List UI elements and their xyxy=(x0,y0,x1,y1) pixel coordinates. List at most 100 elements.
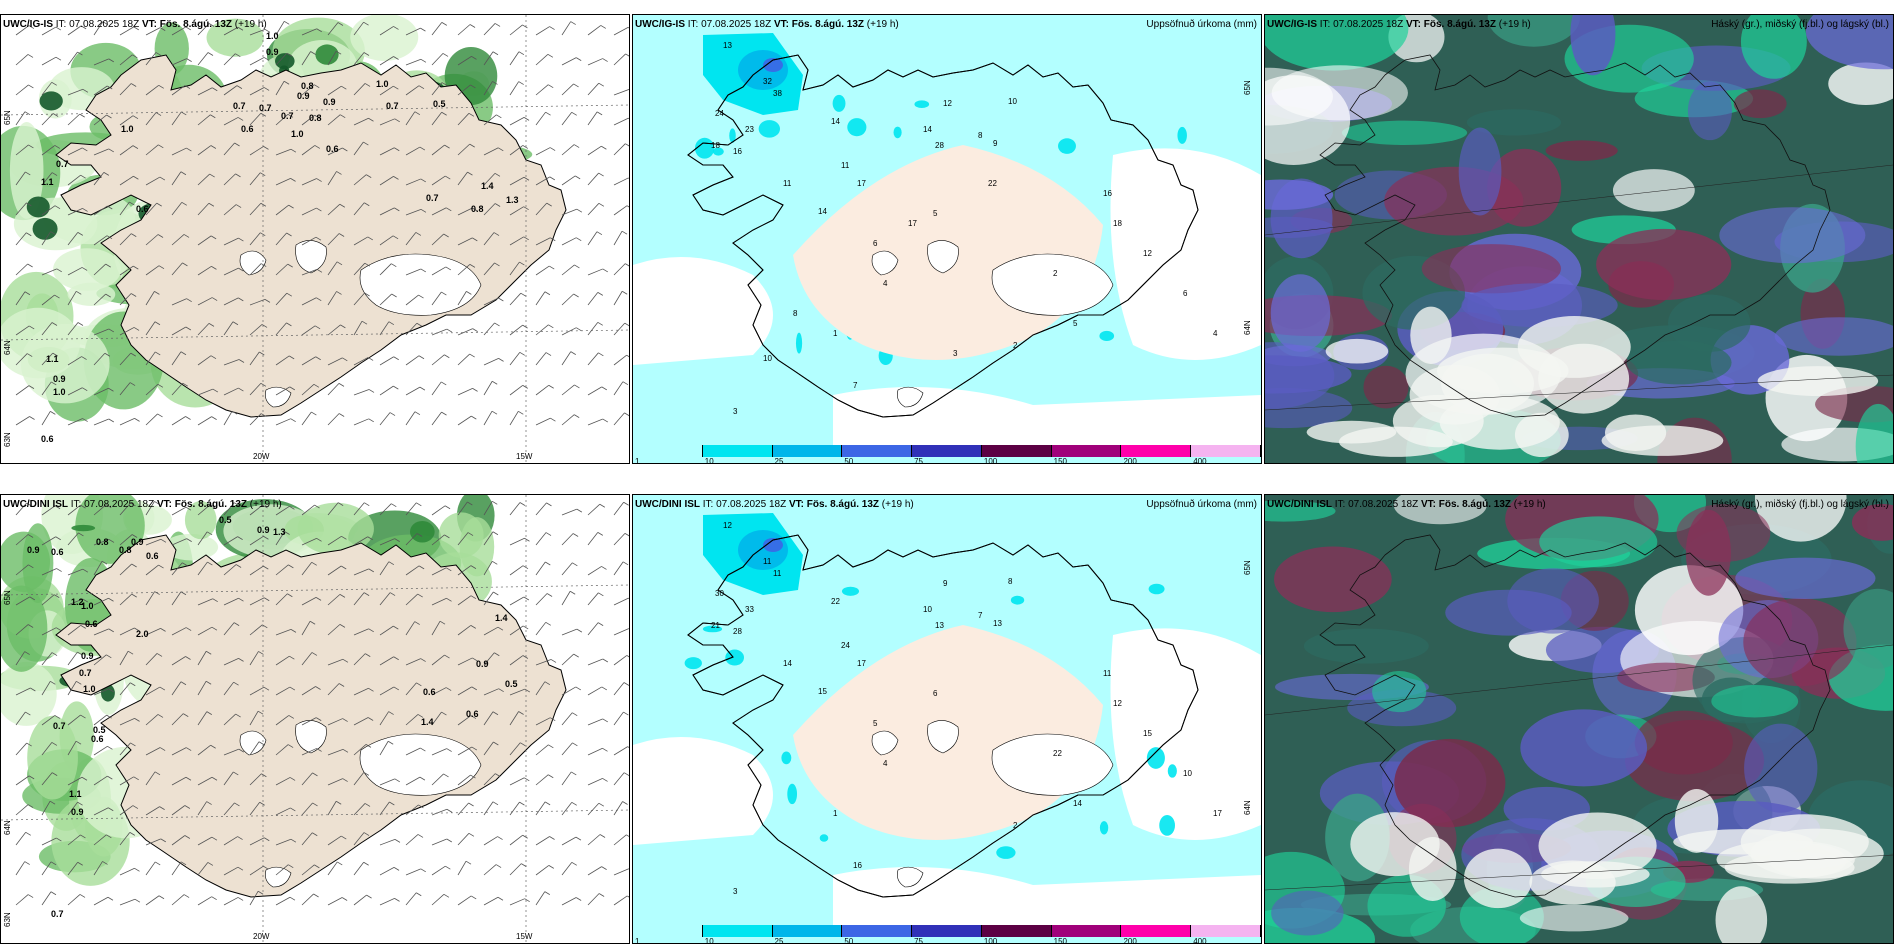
precip-value-label: 16 xyxy=(733,147,742,156)
precip-value-label: 28 xyxy=(733,627,742,636)
colorbar-swatch xyxy=(981,925,1052,937)
precip-value-label: 13 xyxy=(935,621,944,630)
wind-value-label: 1.0 xyxy=(121,124,134,134)
valid-time: VT: Fös. 8.ágú. 13Z xyxy=(1420,499,1511,510)
wind-value-label: 0.6 xyxy=(51,547,64,557)
wind-value-label: 0.9 xyxy=(476,659,489,669)
map-title: UWC/IG-IS IT: 07.08.2025 18Z VT: Fös. 8.… xyxy=(635,19,899,30)
wind-value-label: 1.0 xyxy=(291,129,304,139)
wind-value-label: 0.5 xyxy=(219,515,232,525)
model-name: UWC/IG-IS xyxy=(635,19,685,30)
colorbar-tick-label: 75 xyxy=(914,937,924,944)
wind-value-label: 0.6 xyxy=(241,124,254,134)
valid-time: VT: Fös. 8.ágú. 13Z xyxy=(1405,19,1496,30)
map-frame: UWC/IG-IS IT: 07.08.2025 18Z VT: Fös. 8.… xyxy=(632,14,1262,464)
precip-value-label: 17 xyxy=(857,179,866,188)
precip-value-label: 10 xyxy=(763,354,772,363)
longitude-label: 20W xyxy=(253,932,270,941)
wind-value-label: 0.9 xyxy=(257,525,270,535)
precip-value-label: 11 xyxy=(1103,669,1112,678)
colorbar-swatch xyxy=(633,445,703,457)
precip-value-label: 3 xyxy=(953,349,958,358)
wind-value-label: 1.3 xyxy=(506,195,519,205)
colorbar-swatch xyxy=(1191,445,1261,457)
latitude-label: 65N xyxy=(3,590,12,605)
wind-value-label: 0.8 xyxy=(301,81,314,91)
lead-time: (+19 h) xyxy=(1513,499,1546,510)
colorbar-swatch xyxy=(1191,925,1261,937)
wind-value-label: 0.8 xyxy=(471,204,484,214)
map-frame: UWC/IG-IS IT: 07.08.2025 18Z VT: Fös. 8.… xyxy=(0,14,630,464)
latitude-label: 64N xyxy=(3,820,12,835)
precip-value-label: 3 xyxy=(733,407,738,416)
precip-value-label: 14 xyxy=(923,125,932,134)
map-title: UWC/DINI ISL IT: 07.08.2025 18Z VT: Fös.… xyxy=(3,499,282,510)
model-name: UWC/IG-IS xyxy=(1267,19,1317,30)
valid-time: VT: Fös. 8.ágú. 13Z xyxy=(141,19,232,30)
longitude-label: 15W xyxy=(516,452,533,461)
wind-value-label: 1.1 xyxy=(46,354,59,364)
precip-value-label: 2 xyxy=(1013,341,1018,350)
precip-value-label: 17 xyxy=(908,219,917,228)
wind-map-graphic xyxy=(1,15,629,463)
colorbar-tick-label: 50 xyxy=(844,937,854,944)
latitude-label: 65N xyxy=(1243,80,1252,95)
map-frame: UWC/IG-IS IT: 07.08.2025 18Z VT: Fös. 8.… xyxy=(1264,14,1894,464)
precip-value-label: 4 xyxy=(1213,329,1218,338)
colorbar-tick-label: 50 xyxy=(844,457,854,464)
precip-value-label: 13 xyxy=(723,41,732,50)
field-title: Háský (gr.), miðský (fj.bl.) og lágský (… xyxy=(1711,499,1889,510)
latitude-label: 65N xyxy=(1243,560,1252,575)
precip-value-label: 33 xyxy=(745,605,754,614)
precip-value-label: 4 xyxy=(883,279,888,288)
precip-value-label: 2 xyxy=(1053,269,1058,278)
colorbar-tick-label: 200 xyxy=(1123,937,1137,944)
wind-value-label: 1.0 xyxy=(83,684,96,694)
init-time: IT: 07.08.2025 18Z xyxy=(1319,19,1404,30)
precip-value-label: 38 xyxy=(773,89,782,98)
wind-value-label: 1.0 xyxy=(53,387,66,397)
precip-value-label: 11 xyxy=(773,569,782,578)
map-frame: UWC/DINI ISL IT: 07.08.2025 18Z VT: Fös.… xyxy=(0,494,630,944)
precip-value-label: 18 xyxy=(711,141,720,150)
precip-value-label: 11 xyxy=(763,557,772,566)
precip-value-label: 17 xyxy=(857,659,866,668)
precip-value-label: 11 xyxy=(783,179,792,188)
wind-value-label: 1.2 xyxy=(71,597,84,607)
precip-value-label: 16 xyxy=(853,861,862,870)
wind-value-label: 0.7 xyxy=(426,193,439,203)
colorbar-tick-label: 400 xyxy=(1193,457,1207,464)
colorbar-swatch xyxy=(842,445,913,457)
init-time: IT: 07.08.2025 18Z xyxy=(687,19,772,30)
precip-value-label: 1 xyxy=(833,329,838,338)
lead-time: (+19 h) xyxy=(234,19,267,30)
precip-value-label: 28 xyxy=(935,141,944,150)
map-panel-p5: UWC/DINI ISL IT: 07.08.2025 18Z VT: Fös.… xyxy=(632,494,1262,944)
map-frame: UWC/DINI ISL IT: 07.08.2025 18Z VT: Fös.… xyxy=(1264,494,1894,944)
precip-colorbar: 1 10 25 50 75 100 150 200 400 xyxy=(633,445,1261,463)
precip-value-label: 8 xyxy=(978,131,983,140)
colorbar-tick-label: 100 xyxy=(983,457,998,464)
precip-value-label: 6 xyxy=(1183,289,1188,298)
colorbar-tick-label: 10 xyxy=(704,937,714,944)
wind-value-label: 0.7 xyxy=(79,668,92,678)
cloud-map-graphic xyxy=(1265,15,1893,463)
precip-value-label: 6 xyxy=(933,689,938,698)
map-title: UWC/IG-IS IT: 07.08.2025 18Z VT: Fös. 8.… xyxy=(3,19,267,30)
colorbar-swatch xyxy=(633,925,703,937)
map-frame: UWC/DINI ISL IT: 07.08.2025 18Z VT: Fös.… xyxy=(632,494,1262,944)
wind-value-label: 0.7 xyxy=(53,721,66,731)
wind-value-label: 1.1 xyxy=(41,177,54,187)
precip-value-label: 9 xyxy=(993,139,998,148)
wind-value-label: 1.4 xyxy=(495,613,508,623)
precip-value-label: 14 xyxy=(831,117,840,126)
longitude-label: 20W xyxy=(253,452,270,461)
precip-value-label: 22 xyxy=(1053,749,1062,758)
map-title: UWC/DINI ISL IT: 07.08.2025 18Z VT: Fös.… xyxy=(635,499,914,510)
model-name: UWC/DINI ISL xyxy=(3,499,68,510)
map-title: UWC/DINI ISL IT: 07.08.2025 18Z VT: Fös.… xyxy=(1267,499,1546,510)
colorbar-swatch xyxy=(1051,925,1122,937)
precip-map-graphic xyxy=(633,495,1261,943)
lead-time: (+19 h) xyxy=(866,19,899,30)
wind-value-label: 0.5 xyxy=(93,725,106,735)
